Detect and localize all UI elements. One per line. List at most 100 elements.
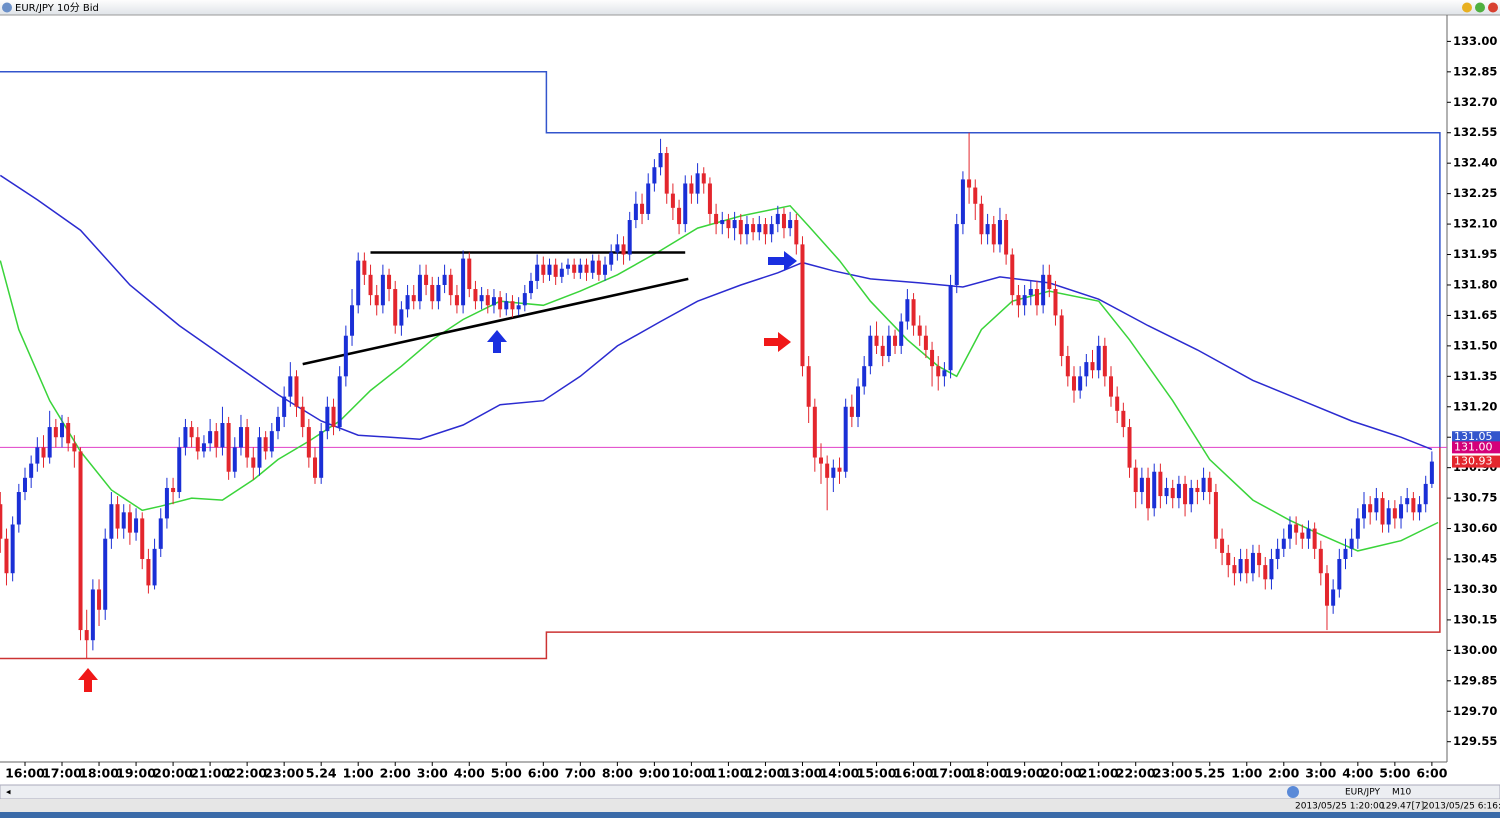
status-price: 129.47[7]	[1380, 802, 1424, 812]
candle-body	[627, 220, 632, 255]
x-tick-label: 20:00	[153, 766, 193, 781]
candle-body	[942, 370, 947, 377]
scroll-thumb[interactable]	[1287, 786, 1299, 798]
status-time: 2013/05/25 1:20:00	[1295, 802, 1385, 812]
status-clock: 2013/05/25 6:16:05	[1423, 802, 1500, 812]
scrollbar[interactable]	[0, 784, 1500, 800]
candle-body	[201, 443, 206, 452]
candle-body	[1417, 504, 1422, 513]
candle-body	[936, 366, 941, 377]
y-tick-label: 132.70	[1453, 95, 1497, 109]
candle-body	[997, 220, 1002, 245]
candle-body	[640, 203, 645, 214]
x-tick-label: 21:00	[1079, 766, 1119, 781]
candle-body	[973, 187, 978, 204]
y-tick-label: 130.60	[1453, 521, 1497, 535]
y-tick-label: 131.65	[1453, 308, 1497, 322]
candle-body	[1238, 559, 1243, 574]
candle-body	[553, 264, 558, 277]
candle-body	[1102, 345, 1107, 377]
x-tick-label: 3:00	[417, 766, 448, 781]
candle-body	[1257, 552, 1262, 566]
x-tick-label: 22:00	[227, 766, 267, 781]
candle-body	[775, 213, 780, 225]
candle-body	[1275, 548, 1280, 560]
y-tick-label: 132.25	[1453, 186, 1497, 200]
candle-body	[430, 284, 435, 302]
y-tick-label: 131.20	[1453, 399, 1497, 413]
candle-body	[121, 512, 126, 529]
candle-body	[732, 220, 737, 229]
candle-body	[954, 224, 959, 285]
close-button[interactable]	[1488, 2, 1498, 13]
x-tick-label: 22:00	[1116, 766, 1156, 781]
candle-body	[510, 301, 515, 310]
candle-body	[195, 437, 200, 452]
minimize-button[interactable]	[1462, 2, 1472, 13]
candle-body	[862, 366, 867, 387]
candle-body	[1312, 528, 1317, 549]
candle-body	[701, 173, 706, 184]
candle-body	[596, 260, 601, 275]
x-tick-label: 21:00	[190, 766, 230, 781]
candle-body	[1429, 461, 1434, 484]
candle-body	[1411, 498, 1416, 513]
window-icon	[2, 2, 12, 13]
candle-body	[140, 518, 145, 560]
candle-body	[751, 224, 756, 233]
candle-body	[744, 224, 749, 235]
candle-body	[615, 244, 620, 253]
candle-body	[1380, 498, 1385, 525]
candle-body	[985, 224, 990, 235]
y-tick-label: 130.45	[1453, 552, 1497, 566]
candle-body	[1084, 362, 1089, 377]
candle-body	[1059, 315, 1064, 357]
candle-body	[4, 538, 9, 574]
maximize-button[interactable]	[1475, 2, 1485, 13]
candle-body	[1244, 559, 1249, 574]
x-tick-label: 2:00	[380, 766, 411, 781]
candle-body	[1164, 487, 1169, 497]
candle-body	[238, 427, 243, 448]
x-tick-label: 1:00	[1231, 766, 1262, 781]
candle-body	[1318, 548, 1323, 574]
candle-body	[479, 295, 484, 302]
candle-body	[1170, 487, 1175, 499]
scroll-left[interactable]: ◂	[6, 788, 11, 798]
candle-body	[1183, 483, 1188, 505]
candle-body	[584, 264, 589, 273]
candle-body	[886, 335, 891, 357]
candle-body	[337, 376, 342, 428]
candle-body	[800, 244, 805, 367]
candle-body	[109, 504, 114, 539]
candle-body	[245, 427, 250, 458]
timeframe-selector[interactable]: M10	[1392, 788, 1411, 798]
candle-body	[1362, 504, 1367, 519]
candle-body	[738, 220, 743, 235]
candle-body	[473, 289, 478, 302]
candle-body	[448, 274, 453, 296]
candle-body	[818, 457, 823, 464]
candle-body	[726, 220, 731, 229]
candle-body	[541, 264, 546, 275]
y-tick-label: 131.35	[1453, 369, 1497, 383]
candle-body	[812, 406, 817, 458]
candle-body	[1034, 289, 1039, 306]
candle-body	[498, 297, 503, 310]
candle-body	[874, 335, 879, 346]
candle-body	[41, 447, 46, 458]
candle-body	[868, 335, 873, 367]
overlay-line	[302, 277, 689, 366]
candle-body	[695, 173, 700, 194]
y-tick-label: 131.50	[1453, 338, 1497, 352]
x-tick-label: 6:00	[1416, 766, 1447, 781]
candle-body	[208, 431, 213, 444]
taskbar	[0, 812, 1500, 818]
candle-body	[843, 406, 848, 472]
x-tick-label: 17:00	[931, 766, 971, 781]
symbol-selector[interactable]: EUR/JPY	[1345, 788, 1380, 798]
candle-body	[325, 406, 330, 432]
candle-body	[664, 153, 669, 194]
x-tick-label: 5.25	[1194, 766, 1225, 781]
candle-body	[232, 447, 237, 472]
